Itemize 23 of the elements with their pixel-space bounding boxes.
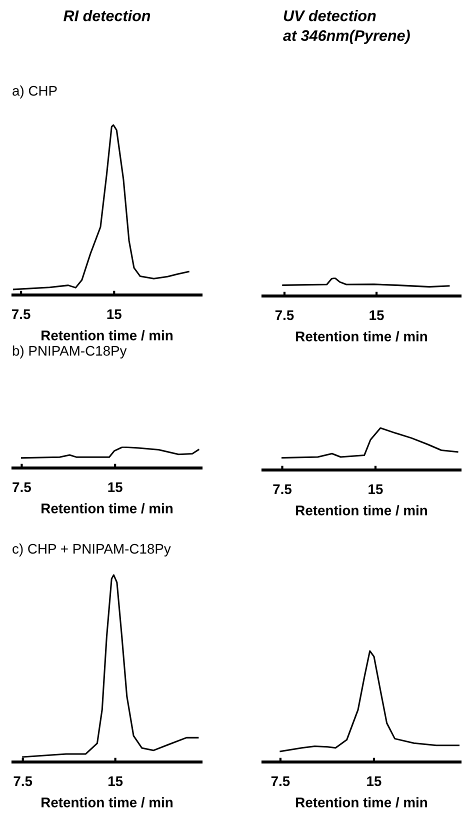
chart-subtitle: b) PNIPAM-C18Py [12,346,127,358]
chart-subtitle: a) CHP [12,86,57,98]
x-tick-label: 15 [367,776,382,786]
x-axis-title: Retention time / min [42,797,173,808]
x-tick-label: 7.5 [12,482,31,492]
x-axis-title: Retention time / min [296,797,428,808]
x-tick-label: 15 [368,484,383,494]
x-tick-label: 7.5 [271,776,290,786]
chart-title: RI detection [64,10,150,22]
x-axis-title: Retention time / min [42,330,173,341]
x-tick-label: 15 [108,482,122,492]
x-tick-label: 7.5 [275,310,294,320]
x-tick-label: 7.5 [14,776,32,786]
x-tick-label: 15 [107,309,122,320]
chart-subtitle: c) CHP + PNIPAM-C18Py [12,544,171,556]
x-axis-title: Retention time / min [296,505,428,516]
chart-title: UV detection at 346nm(Pyrene) [283,10,410,44]
x-tick-label: 7.5 [12,309,30,320]
x-tick-label: 7.5 [273,484,292,494]
x-tick-label: 15 [370,310,384,320]
x-axis-title: Retention time / min [42,503,173,514]
x-tick-label: 15 [108,776,123,786]
x-axis-title: Retention time / min [296,331,428,342]
